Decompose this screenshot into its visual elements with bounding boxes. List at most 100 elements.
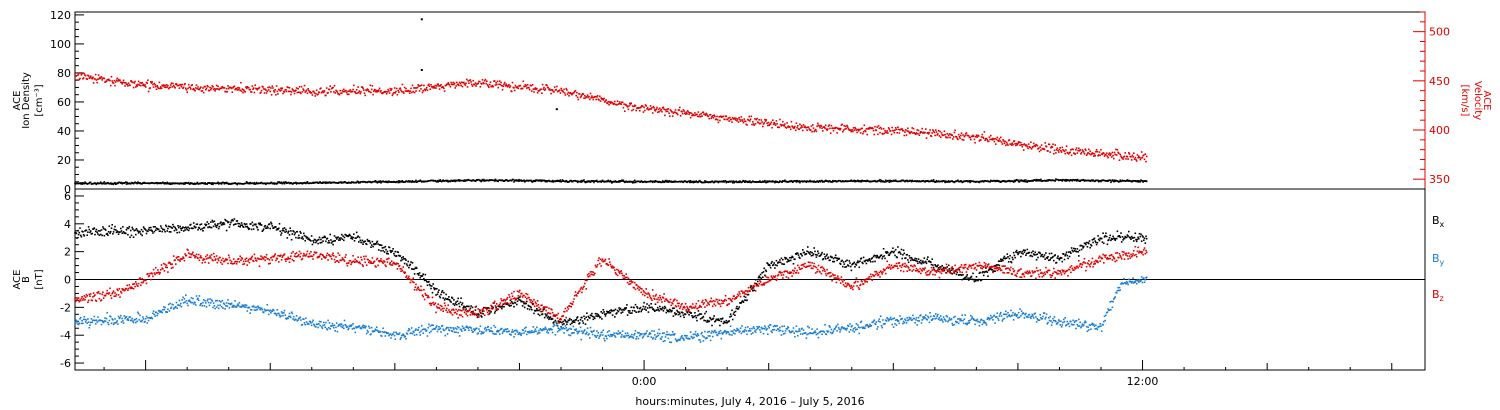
- data-point: [255, 223, 257, 225]
- data-point: [165, 182, 168, 185]
- data-point: [1004, 140, 1006, 143]
- data-point: [411, 180, 414, 182]
- data-point: [887, 179, 890, 182]
- data-point: [260, 181, 263, 184]
- data-point: [385, 93, 388, 95]
- data-point: [708, 117, 710, 120]
- data-point: [491, 84, 494, 87]
- data-point: [507, 85, 510, 87]
- data-point: [200, 302, 203, 305]
- data-point: [120, 227, 122, 230]
- data-point: [839, 263, 842, 265]
- data-point: [1098, 239, 1101, 242]
- data-point: [965, 277, 967, 279]
- data-point: [297, 88, 299, 90]
- data-point: [458, 180, 461, 182]
- data-point: [1128, 230, 1130, 233]
- data-point: [684, 112, 686, 114]
- data-point: [703, 319, 705, 322]
- data-point: [288, 234, 291, 236]
- data-point: [722, 322, 725, 325]
- data-point: [746, 299, 748, 301]
- data-point: [305, 237, 308, 239]
- data-point: [927, 133, 930, 135]
- data-point: [719, 119, 721, 122]
- data-point: [209, 226, 211, 229]
- data-point: [763, 267, 765, 270]
- data-point: [583, 179, 585, 181]
- data-point: [957, 179, 959, 182]
- data-point: [805, 253, 808, 255]
- data-point: [191, 301, 193, 304]
- data-point: [852, 130, 854, 133]
- data-point: [82, 231, 84, 233]
- data-point: [870, 258, 873, 260]
- data-point: [337, 236, 339, 238]
- data-point: [620, 180, 622, 182]
- data-point: [335, 236, 337, 239]
- data-point: [887, 127, 890, 129]
- data-point: [836, 132, 838, 134]
- data-point: [562, 320, 565, 323]
- data-point: [684, 113, 687, 115]
- data-point: [606, 180, 609, 183]
- data-point: [382, 249, 384, 252]
- data-point: [173, 86, 176, 88]
- data-point: [658, 110, 660, 113]
- data-point: [1035, 178, 1038, 181]
- data-point: [623, 309, 625, 311]
- data-point: [1065, 178, 1067, 181]
- data-point: [327, 319, 329, 322]
- data-point: [641, 180, 643, 183]
- data-point: [458, 81, 461, 84]
- data-point: [273, 309, 275, 312]
- data-point: [607, 311, 610, 313]
- data-point: [404, 90, 407, 92]
- data-point: [681, 110, 683, 113]
- data-point: [659, 307, 662, 310]
- data-point: [894, 248, 897, 251]
- right-axis-title-line: Velocity: [1472, 81, 1483, 120]
- data-point: [162, 308, 164, 311]
- data-point: [986, 271, 989, 273]
- data-point: [621, 311, 624, 313]
- data-point: [742, 121, 745, 124]
- data-point: [1058, 258, 1061, 261]
- data-point: [463, 179, 466, 181]
- data-point: [829, 180, 831, 182]
- data-point: [1145, 237, 1148, 240]
- data-point: [291, 88, 294, 90]
- data-point: [1030, 254, 1032, 257]
- data-point: [517, 297, 520, 299]
- data-point: [774, 267, 776, 269]
- data-point: [210, 88, 212, 91]
- data-point: [439, 85, 442, 87]
- data-point: [125, 229, 128, 231]
- data-point: [576, 316, 579, 318]
- data-point: [762, 276, 764, 278]
- data-point: [704, 114, 707, 116]
- data-point: [1025, 144, 1028, 146]
- data-point: [951, 134, 953, 136]
- data-point: [782, 120, 784, 123]
- data-point: [739, 120, 742, 122]
- data-point: [1078, 249, 1081, 252]
- data-point: [341, 238, 344, 240]
- data-point: [127, 82, 130, 84]
- data-point: [236, 304, 239, 307]
- data-point: [676, 113, 679, 116]
- data-point: [849, 265, 852, 268]
- data-point: [669, 309, 672, 312]
- data-point: [1030, 251, 1033, 254]
- data-point: [371, 240, 374, 243]
- data-point: [838, 127, 841, 130]
- data-point: [722, 115, 725, 118]
- data-point: [613, 102, 615, 105]
- data-point: [704, 312, 706, 315]
- data-point: [328, 326, 330, 329]
- data-point: [87, 321, 90, 323]
- data-point: [958, 135, 961, 138]
- data-point: [94, 323, 97, 325]
- data-point: [283, 91, 286, 93]
- data-point: [338, 93, 341, 96]
